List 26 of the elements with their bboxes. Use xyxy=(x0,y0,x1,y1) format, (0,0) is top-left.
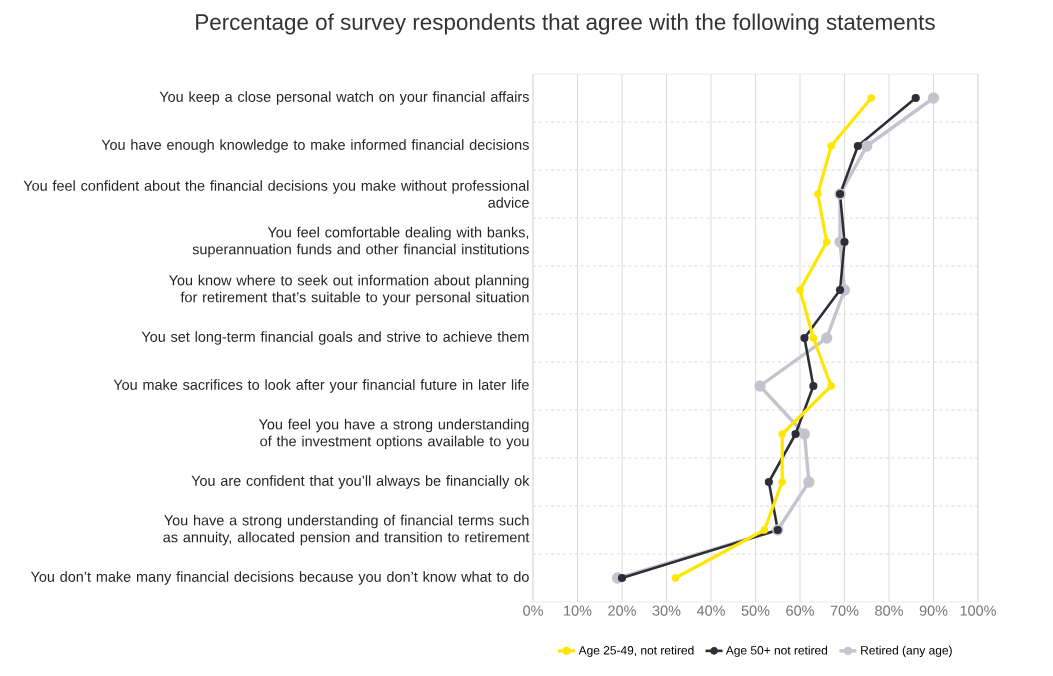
y-tick-label: You feel comfortable dealing with banks, superannuation funds and other financial institutions xyxy=(192,226,529,258)
x-tick-label: 0% xyxy=(523,605,543,616)
x-tick-label: 30% xyxy=(652,605,681,616)
x-tick-label: 20% xyxy=(608,605,636,616)
y-tick-label: You feel you have a strong understanding of the investment options available to you xyxy=(258,418,529,450)
x-tick-label: 80% xyxy=(875,605,903,616)
y-tick-label: You don’t make many financial decisions because you don’t know what to do xyxy=(30,571,529,585)
y-tick-label: You keep a close personal watch on your financial affairs xyxy=(159,91,529,105)
y-tick-label: You set long-term financial goals and strive to achieve them xyxy=(141,331,529,345)
x-tick-label: 70% xyxy=(830,605,859,616)
x-tick-label: 10% xyxy=(564,605,592,616)
y-tick-label: You are confident that you’ll always be financially ok xyxy=(191,475,530,489)
legend-label: Age 25-49, not retired xyxy=(578,645,694,657)
chart-title: Percentage of survey respondents that agree with the following statements xyxy=(196,13,935,35)
x-tick-label: 100% xyxy=(960,605,996,616)
x-tick-label: 90% xyxy=(919,605,948,616)
y-tick-label: You feel confident about the financial decisions you make without professional advice xyxy=(23,180,529,208)
legend-label: Retired (any age) xyxy=(861,645,952,657)
y-tick-label: You know where to seek out information about planning for retirement that’s suitable to your personal situation xyxy=(168,274,529,306)
y-tick-label: You have a strong understanding of financial terms such as annuity, allocated pension and transition to retirement xyxy=(163,514,530,546)
legend-label: Age 50+ not retired xyxy=(725,645,828,657)
y-tick-label: You make sacrifices to look after your financial future in later life xyxy=(113,379,529,393)
y-tick-label: You have enough knowledge to make informed financial decisions xyxy=(101,139,529,153)
x-tick-label: 50% xyxy=(741,605,770,616)
x-tick-label: 60% xyxy=(786,605,814,616)
x-tick-label: 40% xyxy=(696,605,725,616)
